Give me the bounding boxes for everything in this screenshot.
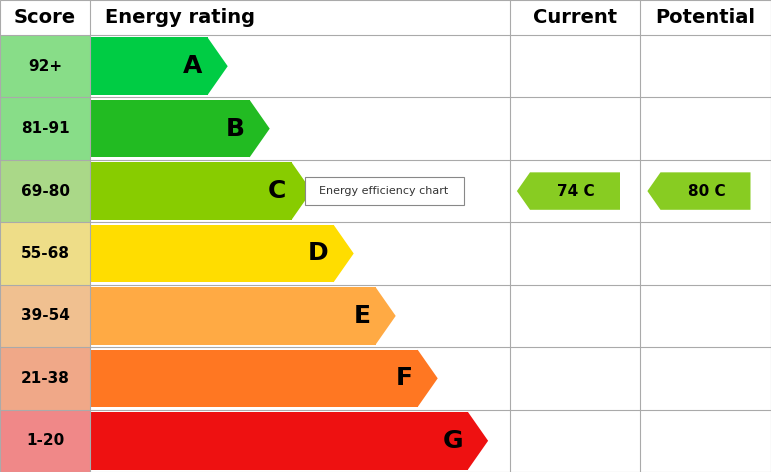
Bar	[90, 100, 250, 157]
Text: C: C	[268, 179, 287, 203]
Polygon shape	[250, 100, 270, 157]
Polygon shape	[468, 412, 488, 470]
Bar	[90, 162, 291, 220]
Bar	[90, 350, 418, 407]
Text: 39-54: 39-54	[21, 308, 69, 323]
Bar	[510, 410, 771, 472]
Polygon shape	[517, 172, 620, 210]
Text: 69-80: 69-80	[21, 184, 69, 199]
Text: 1-20: 1-20	[26, 433, 64, 448]
Polygon shape	[334, 225, 354, 282]
Text: D: D	[308, 242, 328, 265]
Polygon shape	[291, 162, 311, 220]
Text: Potential: Potential	[655, 8, 756, 27]
Text: Energy efficiency chart: Energy efficiency chart	[319, 186, 449, 196]
FancyBboxPatch shape	[305, 177, 463, 205]
Bar	[90, 37, 207, 95]
Polygon shape	[207, 37, 227, 95]
Bar	[0, 285, 90, 347]
Bar	[510, 97, 771, 160]
Text: Energy rating: Energy rating	[105, 8, 255, 27]
Bar	[510, 160, 771, 222]
Bar	[0, 160, 90, 222]
Bar	[90, 97, 510, 160]
Bar	[90, 160, 510, 222]
Bar	[510, 35, 771, 97]
Bar	[0, 222, 90, 285]
Bar	[90, 285, 510, 347]
Bar	[0, 410, 90, 472]
Bar	[90, 222, 510, 285]
Polygon shape	[375, 287, 396, 345]
Bar	[0, 347, 90, 410]
Bar	[0, 0, 771, 35]
Text: Score: Score	[14, 8, 76, 27]
Bar	[510, 222, 771, 285]
Text: Current: Current	[533, 8, 617, 27]
Bar	[90, 410, 510, 472]
Text: G: G	[443, 429, 463, 453]
Polygon shape	[418, 350, 438, 407]
Bar	[0, 97, 90, 160]
Bar	[90, 287, 375, 345]
Text: B: B	[226, 117, 244, 141]
Text: 80 C: 80 C	[688, 184, 726, 199]
Text: 74 C: 74 C	[557, 184, 595, 199]
Polygon shape	[648, 172, 750, 210]
Text: A: A	[183, 54, 203, 78]
Bar	[90, 347, 510, 410]
Bar	[90, 412, 468, 470]
Text: 21-38: 21-38	[21, 371, 69, 386]
Text: 55-68: 55-68	[21, 246, 69, 261]
Bar	[90, 35, 510, 97]
Text: E: E	[354, 304, 371, 328]
Bar	[510, 347, 771, 410]
Bar	[0, 35, 90, 97]
Bar	[90, 225, 334, 282]
Text: 92+: 92+	[28, 59, 62, 74]
Text: 81-91: 81-91	[21, 121, 69, 136]
Bar	[510, 285, 771, 347]
Text: F: F	[396, 366, 412, 390]
